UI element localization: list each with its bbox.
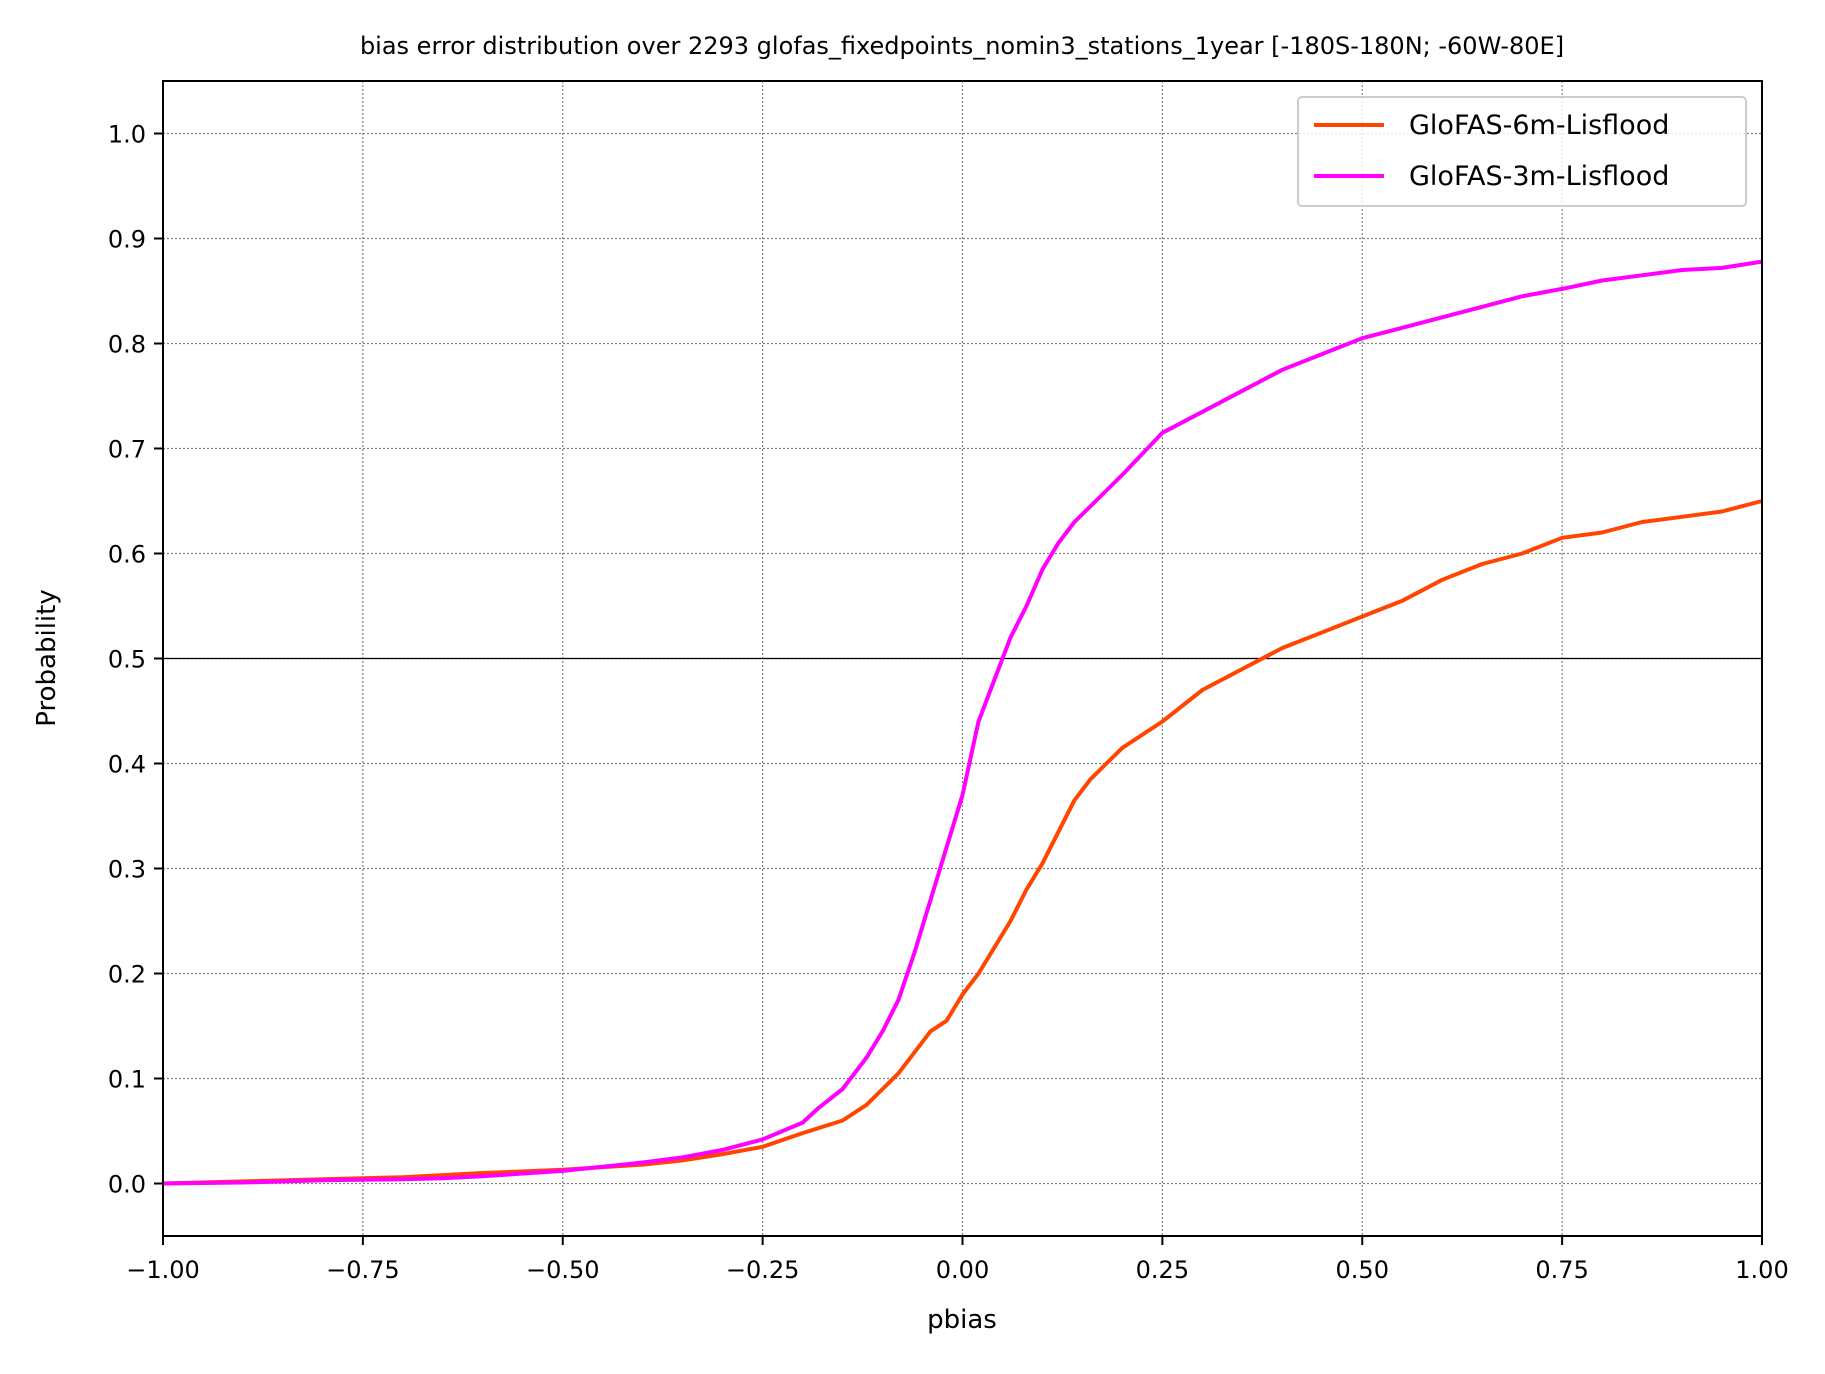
x-axis-label: pbias bbox=[927, 1305, 997, 1335]
y-tick-label: 1.0 bbox=[108, 121, 146, 149]
x-tick-label: −1.00 bbox=[126, 1256, 200, 1284]
series-line-1 bbox=[162, 259, 1763, 1186]
y-axis-label: Probability bbox=[32, 589, 62, 726]
x-tick-label: 0.25 bbox=[1136, 1256, 1189, 1284]
y-tick-label: 0.1 bbox=[108, 1066, 146, 1094]
legend-box bbox=[1297, 96, 1747, 207]
y-tick-label: 0.4 bbox=[108, 751, 146, 779]
series-layer bbox=[162, 259, 1763, 1186]
y-tick-label: 0.0 bbox=[108, 1171, 146, 1199]
y-tick-label: 0.8 bbox=[108, 331, 146, 359]
y-axis-ticks: 0.0 0.1 0.2 0.3 0.4 0.5 0.6 0.7 0.8 0.9 1.0 bbox=[108, 121, 163, 1199]
x-axis-ticks: −1.00 −0.75 −0.50 −0.25 0.00 0.25 0.50 0.75 1.00 bbox=[126, 1236, 1789, 1284]
x-tick-label: 1.00 bbox=[1735, 1256, 1788, 1284]
y-tick-label: 0.6 bbox=[108, 541, 146, 569]
series-line-0 bbox=[162, 499, 1763, 1186]
y-tick-label: 0.5 bbox=[108, 646, 146, 674]
chart-title: bias error distribution over 2293 glofas… bbox=[360, 32, 1564, 60]
legend-label-glofas-3m: GloFAS-3m-Lisflood bbox=[1409, 161, 1669, 192]
x-tick-label: 0.75 bbox=[1535, 1256, 1588, 1284]
legend: GloFAS-6m-Lisflood GloFAS-3m-Lisflood bbox=[1297, 96, 1747, 207]
x-tick-label: 0.00 bbox=[936, 1256, 989, 1284]
x-tick-label: −0.75 bbox=[326, 1256, 400, 1284]
y-tick-label: 0.7 bbox=[108, 436, 146, 464]
x-tick-label: −0.50 bbox=[526, 1256, 600, 1284]
y-tick-label: 0.3 bbox=[108, 856, 146, 884]
x-tick-label: −0.25 bbox=[726, 1256, 800, 1284]
legend-label-glofas-6m: GloFAS-6m-Lisflood bbox=[1409, 110, 1669, 141]
y-tick-label: 0.9 bbox=[108, 226, 146, 254]
y-tick-label: 0.2 bbox=[108, 961, 146, 989]
x-tick-label: 0.50 bbox=[1336, 1256, 1389, 1284]
